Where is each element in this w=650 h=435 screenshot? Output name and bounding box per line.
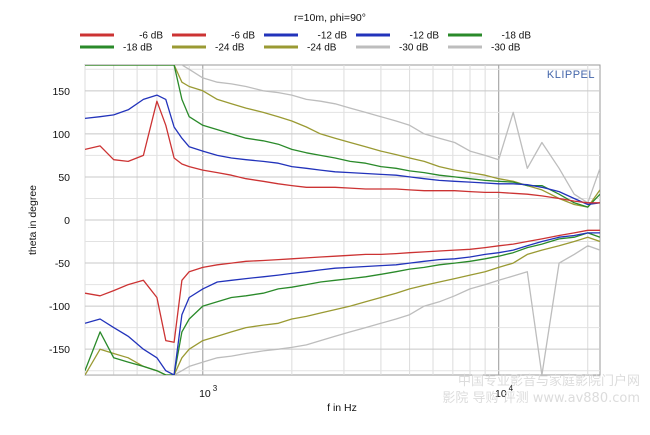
y-axis-label: theta in degree (27, 185, 39, 255)
y-tick-label: 100 (52, 129, 70, 141)
x-tick-label-exponent: 3 (213, 384, 218, 393)
legend: -6 dB -6 dB -12 dB -12 dB -18 dB -18 dB -24 dB… (80, 31, 531, 54)
x-tick-label-base: 10 (495, 388, 507, 400)
legend-label: -12 dB (410, 31, 440, 42)
y-tick-label: 50 (58, 172, 70, 184)
brand-label: KLIPPEL (547, 69, 595, 81)
series-group (85, 65, 600, 375)
y-tick-label: -150 (49, 344, 70, 356)
series-line (85, 65, 600, 208)
x-axis-label: f in Hz (327, 402, 357, 414)
series-line (85, 65, 600, 208)
series-line (85, 232, 600, 375)
x-tick-labels: 10 3 10 4 (199, 384, 514, 400)
legend-label: -18 dB (123, 43, 153, 54)
watermark-line1: 中国专业影音与家庭影院门户网 (458, 373, 640, 389)
x-tick-label-exponent: 4 (509, 384, 514, 393)
y-tick-labels: 150 100 50 0 -50 -100 -150 (49, 86, 70, 356)
series-line (85, 100, 600, 204)
series-line (85, 229, 600, 343)
x-tick-label-base: 10 (199, 388, 211, 400)
series-line (85, 232, 600, 375)
legend-label: -24 dB (307, 43, 337, 54)
grid (84, 65, 600, 375)
legend-label: -18 dB (502, 31, 532, 42)
series-line (85, 94, 600, 206)
y-tick-label: -100 (49, 301, 70, 313)
legend-label: -30 dB (399, 43, 429, 54)
legend-label: -6 dB (139, 31, 163, 42)
y-tick-label: -50 (55, 258, 70, 270)
y-tick-label: 150 (52, 86, 70, 98)
series-line (85, 65, 600, 204)
series-line (85, 245, 600, 375)
y-tick-label: 0 (64, 215, 70, 227)
legend-label: -6 dB (231, 31, 255, 42)
chart-title: r=10m, phi=90° (294, 12, 366, 24)
series-line (85, 236, 600, 375)
legend-label: -12 dB (318, 31, 348, 42)
legend-label: -24 dB (215, 43, 245, 54)
watermark-line2: 影院 导购 评测 www.av880.com (442, 390, 640, 406)
legend-label: -30 dB (491, 43, 521, 54)
